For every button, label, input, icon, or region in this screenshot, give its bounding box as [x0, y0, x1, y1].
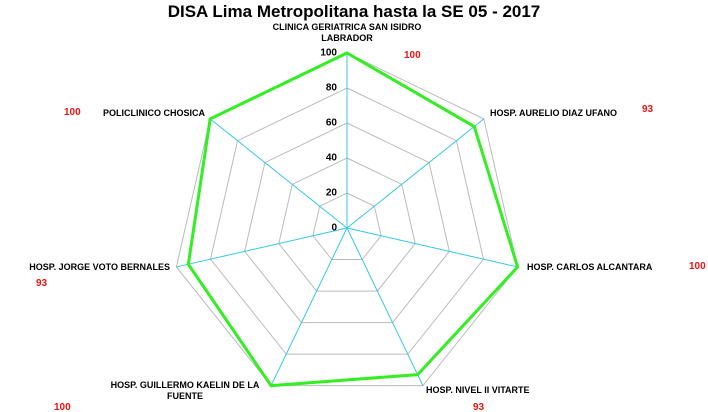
- category-label: HOSP. AURELIO DIAZ UFANO: [490, 108, 618, 118]
- value-label: 100: [64, 107, 81, 118]
- category-label: HOSP. JORGE VOTO BERNALES: [29, 262, 170, 272]
- y-tick-label: 0: [331, 223, 337, 234]
- grid-line: [244, 122, 450, 324]
- value-label: 100: [404, 50, 421, 61]
- spoke: [176, 227, 348, 268]
- grid-line: [209, 87, 485, 355]
- grid-line: [175, 52, 519, 387]
- chart-title: DISA Lima Metropolitana hasta la SE 05 -…: [167, 2, 541, 21]
- category-label: HOSP. NIVEL II VITARTE: [426, 385, 530, 395]
- spoke: [270, 227, 348, 386]
- series-line: [186, 51, 520, 388]
- y-tick-label: 20: [326, 188, 338, 199]
- value-label: 93: [36, 278, 48, 289]
- spoke: [346, 227, 518, 268]
- value-label: 100: [689, 261, 706, 272]
- grid-line: [278, 157, 416, 292]
- spoke: [346, 227, 424, 386]
- category-label: CLINICA GERIATRICA SAN ISIDRO LABRADOR: [272, 22, 422, 43]
- grid-line: [312, 192, 382, 261]
- spoke: [346, 118, 485, 229]
- y-tick-label: 80: [326, 83, 338, 94]
- value-label: 100: [54, 402, 71, 412]
- category-label: HOSP. GUILLERMO KAELIN DE LA FUENTE: [110, 380, 260, 401]
- y-tick-label: 60: [326, 118, 338, 129]
- value-label: 93: [473, 402, 485, 412]
- value-label: 93: [642, 104, 654, 115]
- y-tick-label: 40: [326, 153, 338, 164]
- y-tick-label: 100: [320, 48, 337, 59]
- category-label: HOSP. CARLOS ALCANTARA: [527, 262, 653, 272]
- spoke: [209, 118, 348, 229]
- category-label: POLICLINICO CHOSICA: [102, 108, 205, 118]
